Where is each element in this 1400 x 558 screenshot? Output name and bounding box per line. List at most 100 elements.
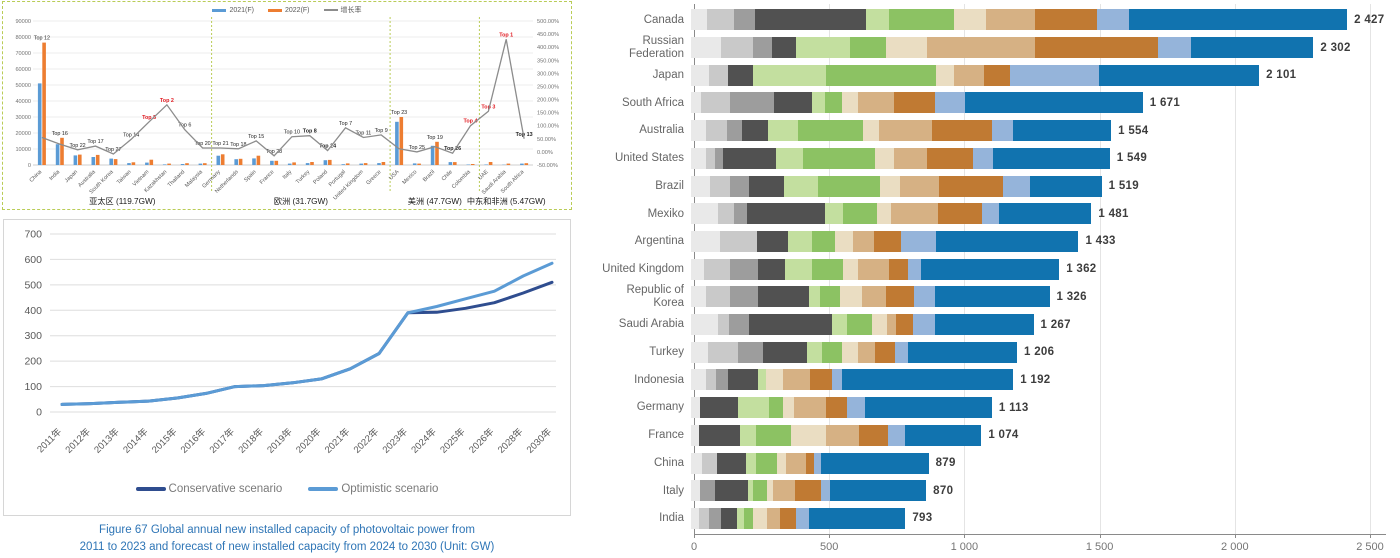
bar-segment — [819, 286, 840, 308]
x-axis-year-label: 2024年 — [409, 425, 440, 456]
bar-segment — [729, 175, 750, 197]
bar-segment — [752, 64, 827, 86]
bar-segment — [715, 369, 729, 391]
stacked-bar — [691, 369, 1014, 391]
optimistic-line — [60, 261, 554, 406]
bar-segment — [766, 480, 774, 502]
bar-2022 — [363, 163, 368, 165]
bar-segment — [852, 230, 875, 252]
y-axis-tick-label: 40000 — [15, 99, 31, 105]
top-rank-label: Top 25 — [409, 145, 425, 151]
bar-segment — [708, 64, 729, 86]
country-row: Brazil 1 519 — [596, 172, 1400, 200]
bar-segment — [913, 286, 936, 308]
x-axis-country-label: India — [48, 169, 61, 182]
x-axis-year-label: 2026年 — [466, 425, 497, 456]
country-label: Italy — [662, 484, 684, 497]
bar-segment — [691, 147, 706, 169]
stacked-bar — [691, 64, 1260, 86]
value-label: 879 — [935, 457, 956, 470]
bar-2021 — [484, 164, 488, 165]
bar-segment — [985, 9, 1035, 31]
x-axis-country-label: France — [259, 169, 276, 186]
y-axis-tick-label: 0 — [28, 163, 31, 169]
legend-swatch-2021 — [212, 8, 227, 12]
bar-2022 — [149, 159, 154, 165]
bar-2021 — [412, 163, 417, 165]
right-axis-tick-label: -50.00% — [537, 163, 558, 169]
bar-segment — [700, 92, 731, 114]
top-rank-label: Top 28 — [266, 149, 282, 155]
y-axis-tick-label: 300 — [24, 330, 42, 342]
top-rank-label: Top 16 — [52, 131, 68, 137]
bar-segment — [691, 64, 709, 86]
x-axis-line — [694, 534, 1386, 535]
stacked-bar — [691, 424, 982, 446]
bar-segment — [691, 286, 706, 308]
bar-segment — [691, 369, 706, 391]
x-axis-country-label: Mexico — [402, 169, 419, 186]
region-label: 中东和非洲 (5.47GW) — [467, 196, 546, 206]
bar-segment — [691, 341, 708, 363]
bar-segment — [935, 286, 1050, 308]
x-axis-country-label: Spain — [243, 169, 257, 183]
x-axis-tick-label: 0 — [690, 541, 698, 553]
bar-segment — [858, 341, 876, 363]
axis-tick — [1099, 534, 1101, 538]
stacked-bar — [691, 175, 1102, 197]
stacked-bar — [691, 92, 1143, 114]
right-axis-tick-label: 150.00% — [537, 111, 559, 117]
country-label: Indonesia — [634, 373, 684, 386]
gridline-v — [1234, 4, 1236, 534]
top-rank-label: Top 13 — [516, 132, 533, 138]
x-axis-year-label: 2020年 — [293, 425, 324, 456]
bar-segment — [972, 147, 993, 169]
x-axis-year-label: 2017年 — [207, 425, 238, 456]
top-rank-label: Top 2 — [160, 98, 174, 104]
bar-segment — [746, 452, 756, 474]
value-label: 1 206 — [1024, 346, 1055, 359]
country-label: Russian Federation — [629, 35, 684, 60]
country-label: China — [653, 456, 684, 469]
stacked-bar — [691, 203, 1092, 225]
country-label: Canada — [643, 13, 684, 26]
stacked-bar — [691, 9, 1348, 31]
bar-segment — [743, 507, 754, 529]
x-axis-country-label: Thailand — [167, 169, 186, 188]
right-axis-tick-label: 450.00% — [537, 32, 559, 38]
bar-segment — [729, 314, 750, 336]
bar-2022 — [399, 117, 404, 165]
bar-segment — [691, 258, 704, 280]
x-axis-year-label: 2018年 — [236, 425, 267, 456]
bar-segment — [691, 314, 718, 336]
top-rank-label: Top 3 — [481, 104, 495, 110]
bar-segment — [992, 147, 1110, 169]
x-axis-year-label: 2012年 — [63, 425, 94, 456]
y-axis-tick-label: 10000 — [15, 147, 31, 153]
top-rank-label: Top 12 — [34, 36, 50, 42]
bar-segment — [796, 507, 809, 529]
bar-2022 — [113, 159, 118, 165]
bar-segment — [1013, 120, 1112, 142]
country-stacked-bar-chart: 0 500 1 000 1 500 2 000 2 500 Canada 2 427 Russi… — [574, 0, 1400, 558]
bar-segment — [787, 230, 813, 252]
caption-line-1: Figure 67 Global annual new installed ca… — [99, 524, 475, 536]
bar-segment — [736, 507, 744, 529]
bar-segment — [889, 9, 955, 31]
right-axis-tick-label: 500.00% — [537, 19, 559, 25]
bar-segment — [879, 120, 932, 142]
stacked-chart-canvas: 0 500 1 000 1 500 2 000 2 500 Canada 2 427 Russi… — [596, 0, 1400, 558]
bar-2022 — [203, 163, 207, 165]
bar-segment — [708, 507, 721, 529]
country-label: Germany — [636, 401, 684, 414]
bar-2022 — [78, 154, 82, 165]
bar-segment — [739, 424, 756, 446]
bar-segment — [705, 369, 716, 391]
bar-segment — [691, 507, 700, 529]
bar-2022 — [42, 42, 46, 165]
bar-segment — [755, 452, 778, 474]
bar-segment — [890, 203, 939, 225]
bar-segment — [782, 369, 811, 391]
grouped-bar-line-chart: 0 10000 20000 30000 40000 50000 60000 70000 8000… — [15, 17, 559, 206]
bar-2021 — [430, 145, 435, 165]
